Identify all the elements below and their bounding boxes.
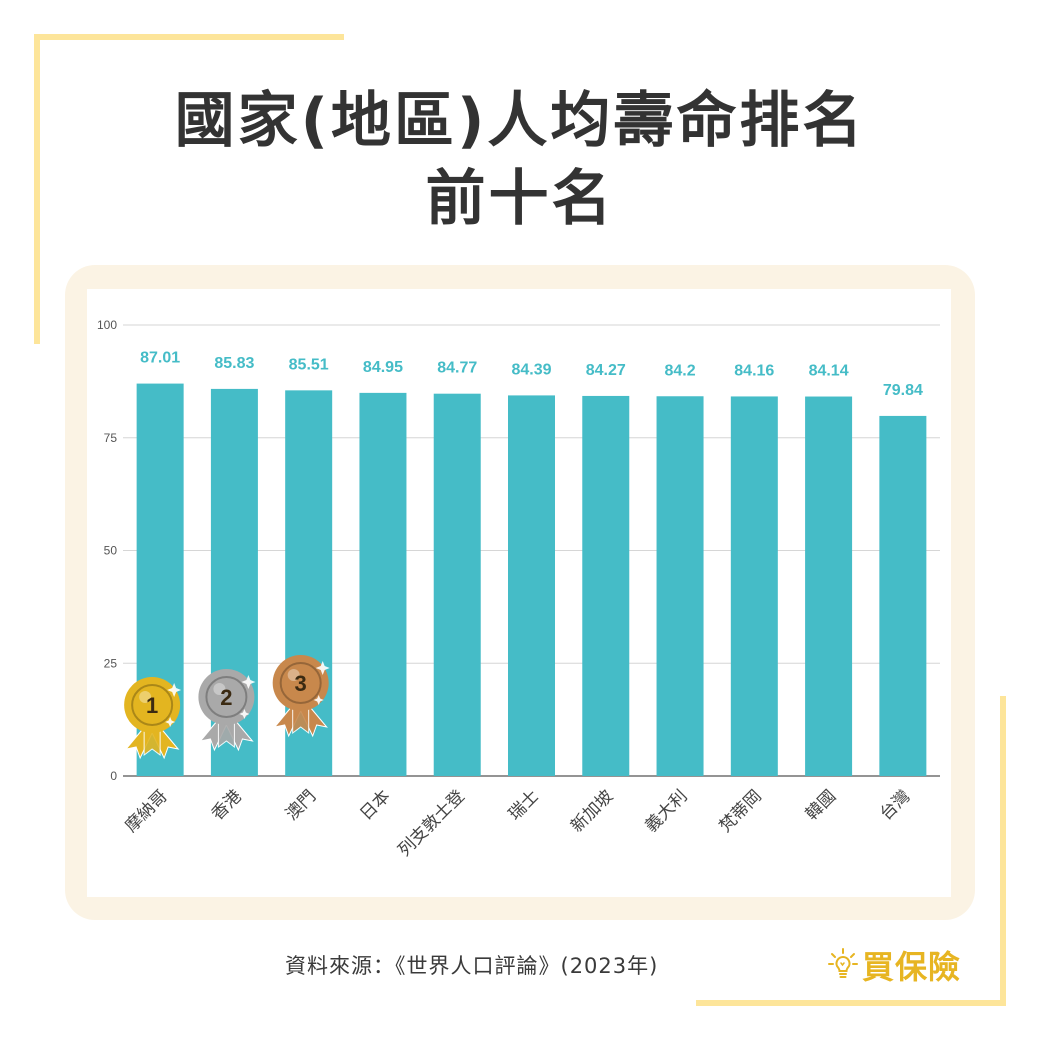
x-tick-label: 梵蒂岡 <box>716 786 766 836</box>
medal-number: 1 <box>146 693 158 718</box>
value-label: 84.77 <box>437 360 477 377</box>
x-tick-label: 新加坡 <box>567 786 617 836</box>
y-tick-label: 75 <box>104 431 118 445</box>
bar <box>656 396 704 776</box>
bar <box>359 392 407 776</box>
x-tick-label: 香港 <box>208 786 246 824</box>
accent-line-top-left-vertical <box>34 34 40 344</box>
value-label: 85.51 <box>289 356 329 373</box>
bar <box>730 396 778 776</box>
title-line-1: 國家(地區)人均壽命排名 <box>174 86 866 156</box>
brand-name: 買保險 <box>862 948 962 986</box>
x-tick-label: 台灣 <box>876 786 914 824</box>
accent-line-bottom-right-horizontal <box>696 1000 1006 1006</box>
medal-number: 2 <box>220 685 232 710</box>
value-label: 85.83 <box>214 355 254 372</box>
y-tick-label: 50 <box>104 544 118 558</box>
x-tick-label: 澳門 <box>282 786 320 824</box>
source-note: 資料來源：《世界人口評論》(2023年) <box>285 954 659 978</box>
x-tick-label: 韓國 <box>802 786 840 824</box>
lightbulb-icon <box>828 948 858 978</box>
value-label: 84.95 <box>363 359 403 376</box>
x-tick-label: 列支敦士登 <box>395 786 469 860</box>
bar <box>508 395 555 776</box>
title-line-2: 前十名 <box>425 164 615 234</box>
value-label: 87.01 <box>140 350 180 367</box>
medal-rank-1: 1 <box>124 677 182 760</box>
page-title: 國家(地區)人均壽命排名 前十名 <box>0 82 1040 238</box>
bar <box>582 395 630 776</box>
brand-logo: 買保險 <box>828 942 961 988</box>
bar <box>879 415 927 776</box>
accent-line-bottom-right-vertical <box>1000 696 1006 1006</box>
bar <box>433 393 481 776</box>
value-label: 84.16 <box>734 362 774 379</box>
value-label: 79.84 <box>883 382 923 399</box>
medal-number: 3 <box>295 671 307 696</box>
accent-line-top-left-horizontal <box>34 34 344 40</box>
medal-rank-2: 2 <box>198 669 256 752</box>
y-tick-label: 100 <box>97 318 117 332</box>
x-tick-label: 義大利 <box>641 786 691 836</box>
value-label: 84.14 <box>809 363 849 380</box>
value-label: 84.2 <box>664 362 695 379</box>
bar <box>805 396 853 776</box>
x-tick-label: 摩納哥 <box>121 786 171 836</box>
value-label: 84.39 <box>511 361 551 378</box>
value-label: 84.27 <box>586 362 626 379</box>
y-tick-label: 25 <box>104 656 118 670</box>
x-tick-label: 瑞士 <box>505 786 543 824</box>
y-tick-label: 0 <box>110 769 117 783</box>
medal-rank-3: 3 <box>272 655 330 738</box>
x-tick-label: 日本 <box>356 786 394 824</box>
